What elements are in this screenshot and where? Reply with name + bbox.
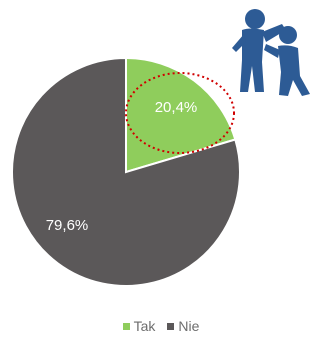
legend-label-nie: Nie: [178, 318, 200, 334]
pie-value-label-tak: 20,4%: [155, 99, 198, 116]
two-people-conflict-icon: [232, 9, 310, 96]
pie-value-label-nie: 79,6%: [46, 217, 89, 234]
highlight-ellipse: [125, 72, 235, 154]
legend-label-tak: Tak: [133, 318, 156, 334]
pie-slice-tak: [125, 56, 237, 174]
legend-swatch-nie: [167, 322, 175, 330]
pie-slice-nie: [11, 56, 241, 287]
pie-slices: [11, 56, 241, 287]
chart-legend: Tak Nie: [0, 318, 322, 334]
legend-swatch-tak: [122, 322, 130, 330]
legend-item-nie: Nie: [167, 318, 199, 334]
legend-item-tak: Tak: [122, 318, 156, 334]
